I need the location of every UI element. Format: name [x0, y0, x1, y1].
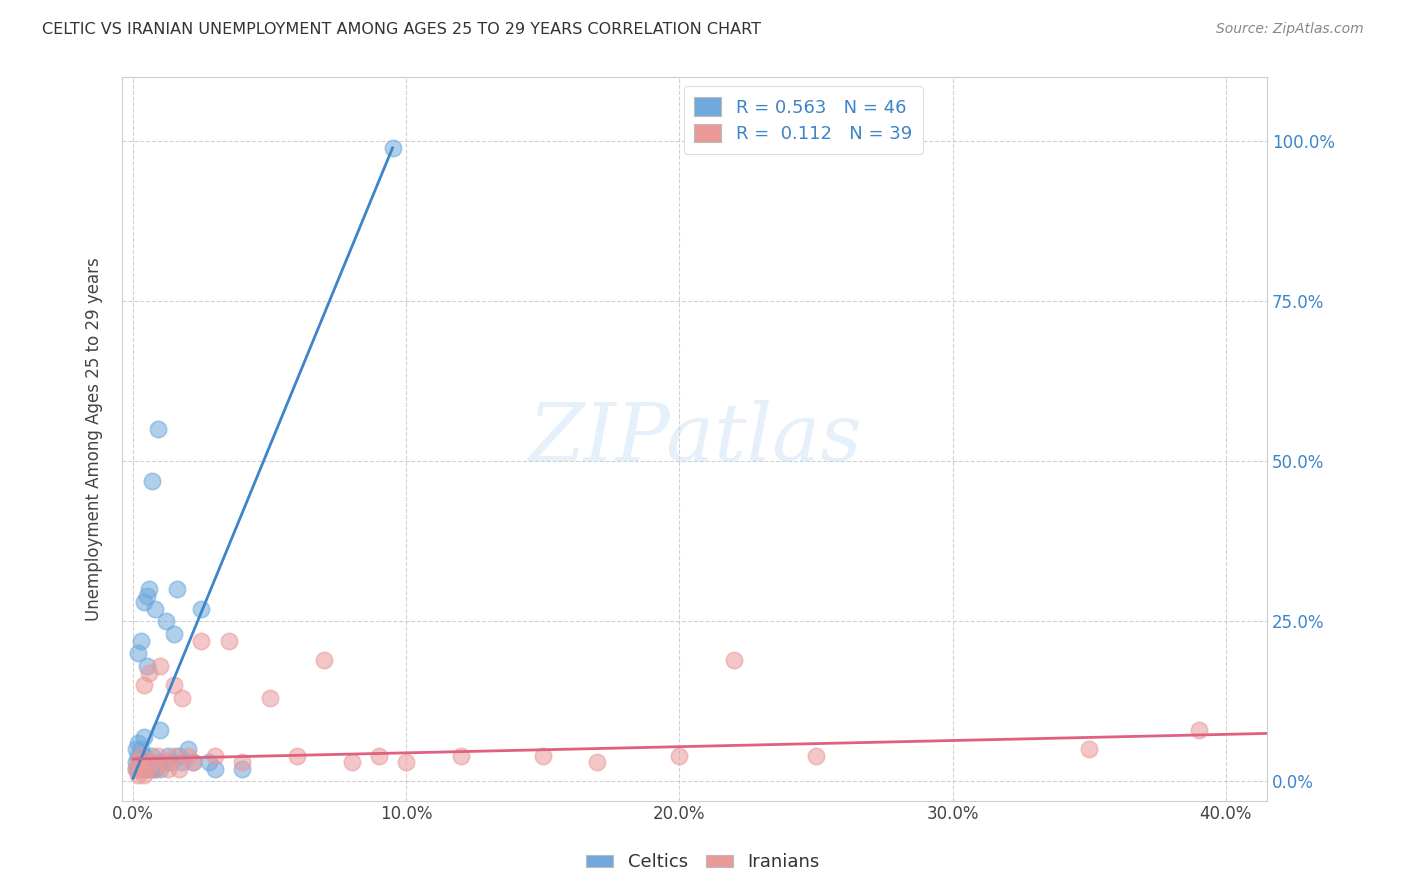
Point	[135, 762, 157, 776]
Point	[155, 756, 177, 770]
Point	[166, 582, 188, 597]
Point	[149, 723, 172, 738]
Point	[138, 756, 160, 770]
Point	[723, 653, 745, 667]
Point	[141, 762, 163, 776]
Point	[129, 762, 152, 776]
Point	[138, 665, 160, 680]
Point	[190, 601, 212, 615]
Point	[135, 659, 157, 673]
Point	[146, 748, 169, 763]
Point	[169, 748, 191, 763]
Point	[160, 756, 183, 770]
Text: CELTIC VS IRANIAN UNEMPLOYMENT AMONG AGES 25 TO 29 YEARS CORRELATION CHART: CELTIC VS IRANIAN UNEMPLOYMENT AMONG AGE…	[42, 22, 761, 37]
Point	[132, 678, 155, 692]
Point	[143, 762, 166, 776]
Point	[141, 756, 163, 770]
Point	[127, 647, 149, 661]
Point	[204, 748, 226, 763]
Point	[132, 730, 155, 744]
Point	[668, 748, 690, 763]
Point	[198, 756, 221, 770]
Point	[132, 748, 155, 763]
Point	[132, 595, 155, 609]
Point	[181, 756, 204, 770]
Point	[1187, 723, 1209, 738]
Point	[395, 756, 418, 770]
Text: Source: ZipAtlas.com: Source: ZipAtlas.com	[1216, 22, 1364, 37]
Point	[169, 762, 191, 776]
Point	[285, 748, 308, 763]
Point	[1078, 742, 1101, 756]
Point	[163, 748, 186, 763]
Point	[804, 748, 827, 763]
Point	[127, 736, 149, 750]
Point	[172, 756, 194, 770]
Point	[152, 756, 174, 770]
Point	[127, 768, 149, 782]
Point	[176, 742, 198, 756]
Point	[138, 582, 160, 597]
Point	[132, 768, 155, 782]
Point	[190, 633, 212, 648]
Point	[125, 762, 148, 776]
Point	[149, 659, 172, 673]
Point	[176, 748, 198, 763]
Text: ZIPatlas: ZIPatlas	[527, 401, 862, 478]
Point	[127, 748, 149, 763]
Point	[127, 762, 149, 776]
Point	[129, 762, 152, 776]
Point	[125, 756, 148, 770]
Point	[381, 141, 404, 155]
Point	[155, 615, 177, 629]
Point	[531, 748, 554, 763]
Point	[163, 627, 186, 641]
Point	[141, 474, 163, 488]
Point	[135, 589, 157, 603]
Point	[586, 756, 609, 770]
Point	[204, 762, 226, 776]
Point	[231, 756, 253, 770]
Point	[135, 762, 157, 776]
Point	[125, 762, 148, 776]
Point	[367, 748, 389, 763]
Point	[231, 762, 253, 776]
Point	[129, 742, 152, 756]
Point	[125, 742, 148, 756]
Point	[146, 756, 169, 770]
Point	[157, 748, 180, 763]
Point	[138, 762, 160, 776]
Point	[141, 748, 163, 763]
Y-axis label: Unemployment Among Ages 25 to 29 years: Unemployment Among Ages 25 to 29 years	[86, 257, 103, 621]
Point	[135, 756, 157, 770]
Point	[172, 691, 194, 706]
Point	[146, 422, 169, 436]
Point	[218, 633, 240, 648]
Point	[157, 762, 180, 776]
Point	[129, 756, 152, 770]
Point	[132, 762, 155, 776]
Point	[259, 691, 281, 706]
Point	[450, 748, 472, 763]
Point	[163, 678, 186, 692]
Point	[143, 601, 166, 615]
Point	[143, 762, 166, 776]
Point	[129, 748, 152, 763]
Legend: R = 0.563   N = 46, R =  0.112   N = 39: R = 0.563 N = 46, R = 0.112 N = 39	[683, 87, 922, 154]
Legend: Celtics, Iranians: Celtics, Iranians	[579, 847, 827, 879]
Point	[340, 756, 363, 770]
Point	[314, 653, 336, 667]
Point	[149, 762, 172, 776]
Point	[181, 756, 204, 770]
Point	[127, 756, 149, 770]
Point	[129, 633, 152, 648]
